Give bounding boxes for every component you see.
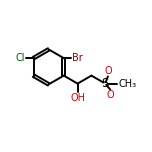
Text: S: S <box>102 77 109 90</box>
Text: Br: Br <box>72 53 83 63</box>
Text: OH: OH <box>70 93 85 103</box>
Text: CH₃: CH₃ <box>118 79 136 89</box>
Text: Cl: Cl <box>16 53 25 63</box>
Text: O: O <box>104 66 112 76</box>
Text: O: O <box>107 90 114 100</box>
